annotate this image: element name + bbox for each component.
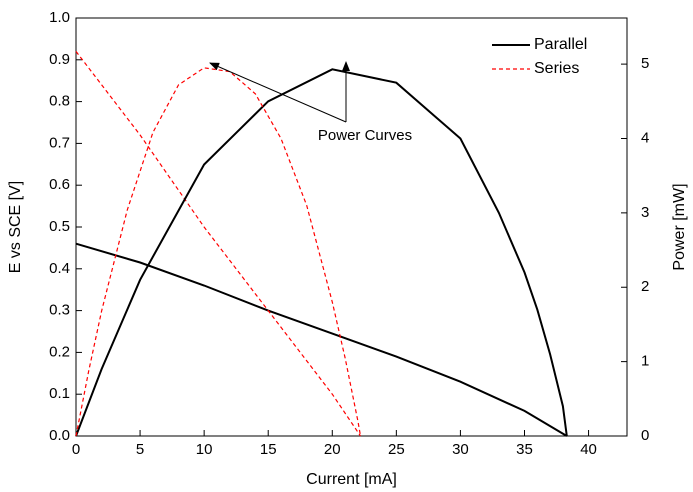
plot-frame bbox=[75, 17, 628, 437]
y2-tick-label: 2 bbox=[641, 278, 649, 295]
y-tick-label: 0.3 bbox=[49, 302, 70, 319]
y-tick-label: 0.6 bbox=[49, 176, 70, 193]
y-tick-label: 0.7 bbox=[49, 134, 70, 151]
x-tick-label: 20 bbox=[324, 441, 341, 458]
y2-tick-label: 5 bbox=[641, 55, 649, 72]
y2-tick-label: 3 bbox=[641, 204, 649, 221]
annotation: Power Curves bbox=[318, 127, 412, 144]
y2-tick-label: 4 bbox=[641, 129, 649, 146]
y-tick-label: 0.4 bbox=[49, 260, 70, 277]
y-tick-label: 1.0 bbox=[49, 9, 70, 26]
x-tick-label: 10 bbox=[196, 441, 213, 458]
y2-axis-label: Power [mW] bbox=[671, 183, 688, 270]
y-tick-label: 0.0 bbox=[49, 427, 70, 444]
x-tick-label: 25 bbox=[388, 441, 405, 458]
y2-tick-label: 1 bbox=[641, 353, 649, 370]
series-line bbox=[75, 67, 362, 437]
x-tick-label: 0 bbox=[72, 441, 80, 458]
series-line bbox=[75, 51, 361, 437]
x-tick-label: 35 bbox=[516, 441, 533, 458]
x-tick-label: 15 bbox=[260, 441, 277, 458]
x-axis-label: Current [mA] bbox=[306, 471, 397, 488]
y-tick-label: 0.5 bbox=[49, 218, 70, 235]
x-tick-label: 30 bbox=[452, 441, 469, 458]
legend-label: Parallel bbox=[534, 36, 587, 53]
y-tick-label: 0.9 bbox=[49, 51, 70, 68]
y2-tick-label: 0 bbox=[641, 427, 649, 444]
y-tick-label: 0.2 bbox=[49, 343, 70, 360]
y-tick-label: 0.1 bbox=[49, 385, 70, 402]
annotation-arrow bbox=[209, 62, 347, 123]
y-axis-label: E vs SCE [V] bbox=[7, 181, 24, 273]
series-line bbox=[75, 68, 568, 437]
x-tick-label: 40 bbox=[580, 441, 597, 458]
x-tick-label: 5 bbox=[136, 441, 144, 458]
series-line bbox=[75, 242, 568, 437]
legend-label: Series bbox=[534, 60, 579, 77]
y-tick-label: 0.8 bbox=[49, 93, 70, 110]
